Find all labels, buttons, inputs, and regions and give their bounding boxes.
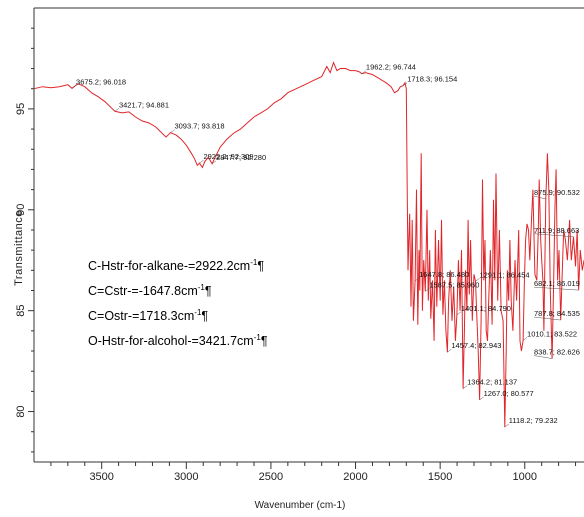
x-axis-label: Wavenumber (cm-1)	[255, 500, 346, 511]
peak-marker	[533, 195, 546, 200]
peak-label: 682.1; 86.019	[534, 279, 580, 288]
peak-label: 1364.2; 81.137	[467, 378, 517, 387]
y-tick-label: 85	[15, 305, 27, 317]
x-tick-label: 1500	[428, 471, 452, 483]
peak-label: 2922.2; 92.309	[203, 152, 253, 161]
plot-axes	[33, 7, 584, 463]
peak-marker	[504, 423, 509, 428]
peak-marker	[425, 288, 430, 292]
peak-label: 787.8; 84.535	[534, 309, 580, 318]
x-tick-label: 3500	[89, 471, 113, 483]
peak-marker	[475, 278, 480, 282]
peak-marker	[414, 277, 420, 282]
peak-marker	[170, 129, 175, 133]
peak-marker	[361, 70, 367, 74]
peak-label: 875.9; 90.532	[534, 188, 580, 197]
peak-marker	[447, 348, 452, 353]
note-line-1: C-Hstr-for-alkane-=2922.2cm-1¶	[88, 258, 264, 273]
x-tick-label: 1000	[513, 471, 537, 483]
x-tick-label: 2000	[343, 471, 367, 483]
peak-marker	[533, 355, 553, 359]
y-tick-label: 80	[15, 405, 27, 417]
peak-label: 1962.2; 96.744	[366, 63, 416, 72]
peak-label: 1401.1; 84.790	[461, 304, 511, 313]
peak-marker	[533, 316, 561, 321]
peak-label: 1118.2; 79.232	[509, 416, 558, 425]
peak-marker	[533, 286, 579, 291]
peak-label: 1718.3; 96.154	[407, 75, 457, 84]
peak-label: 3421.7; 94.881	[119, 100, 169, 109]
peak-annotations: 3675.2; 96.018 3421.7; 94.881 3093.7; 93.8…	[71, 63, 580, 428]
peak-label: 1291.1; 86.454	[480, 270, 530, 279]
note-line-3: C=Ostr-=1718.3cm-1¶	[88, 308, 208, 323]
assignment-notes: C-Hstr-for-alkane-=2922.2cm-1¶ C=Cstr-=-…	[88, 258, 268, 348]
peak-label: 838.7; 82.626	[534, 348, 580, 357]
y-axis-label: Transmittance	[13, 210, 25, 286]
peak-label: 1587.5; 85.960	[429, 280, 479, 289]
peak-marker	[533, 233, 574, 238]
x-tick-label: 2500	[259, 471, 283, 483]
y-tick-label: 95	[15, 103, 27, 115]
peak-label: 1457.4; 82.943	[451, 341, 501, 350]
peak-marker	[479, 396, 484, 401]
peak-label: 1267.0; 80.577	[484, 389, 534, 398]
peak-label: 1647.8; 86.480	[419, 270, 469, 279]
spectrum-line	[33, 61, 584, 428]
peak-marker	[462, 385, 468, 389]
peak-marker	[456, 311, 462, 316]
peak-label: 1010.1; 83.522	[527, 329, 577, 338]
y-tick-label: 90	[15, 204, 27, 216]
peak-marker	[114, 108, 120, 112]
peak-marker	[211, 160, 217, 164]
peak-marker	[403, 82, 408, 86]
peak-marker	[199, 159, 204, 164]
x-tick-label: 3000	[174, 471, 198, 483]
note-line-4: O-Hstr-for-alcohol-=3421.7cm-1¶	[88, 333, 268, 348]
peak-marker	[522, 337, 528, 341]
peak-label: 3675.2; 96.018	[76, 77, 126, 86]
peak-label: 3093.7; 93.818	[174, 122, 224, 131]
peak-label: 711.9; 88.663	[534, 226, 579, 235]
axis-ticks: 3500 3000 2500 2000 1500 1000 80 85 90 95	[15, 27, 577, 483]
note-line-2: C=Cstr-=-1647.8cm-1¶	[88, 283, 212, 298]
peak-label: 2847.7; 92.280	[216, 153, 266, 162]
peak-marker	[71, 85, 77, 89]
